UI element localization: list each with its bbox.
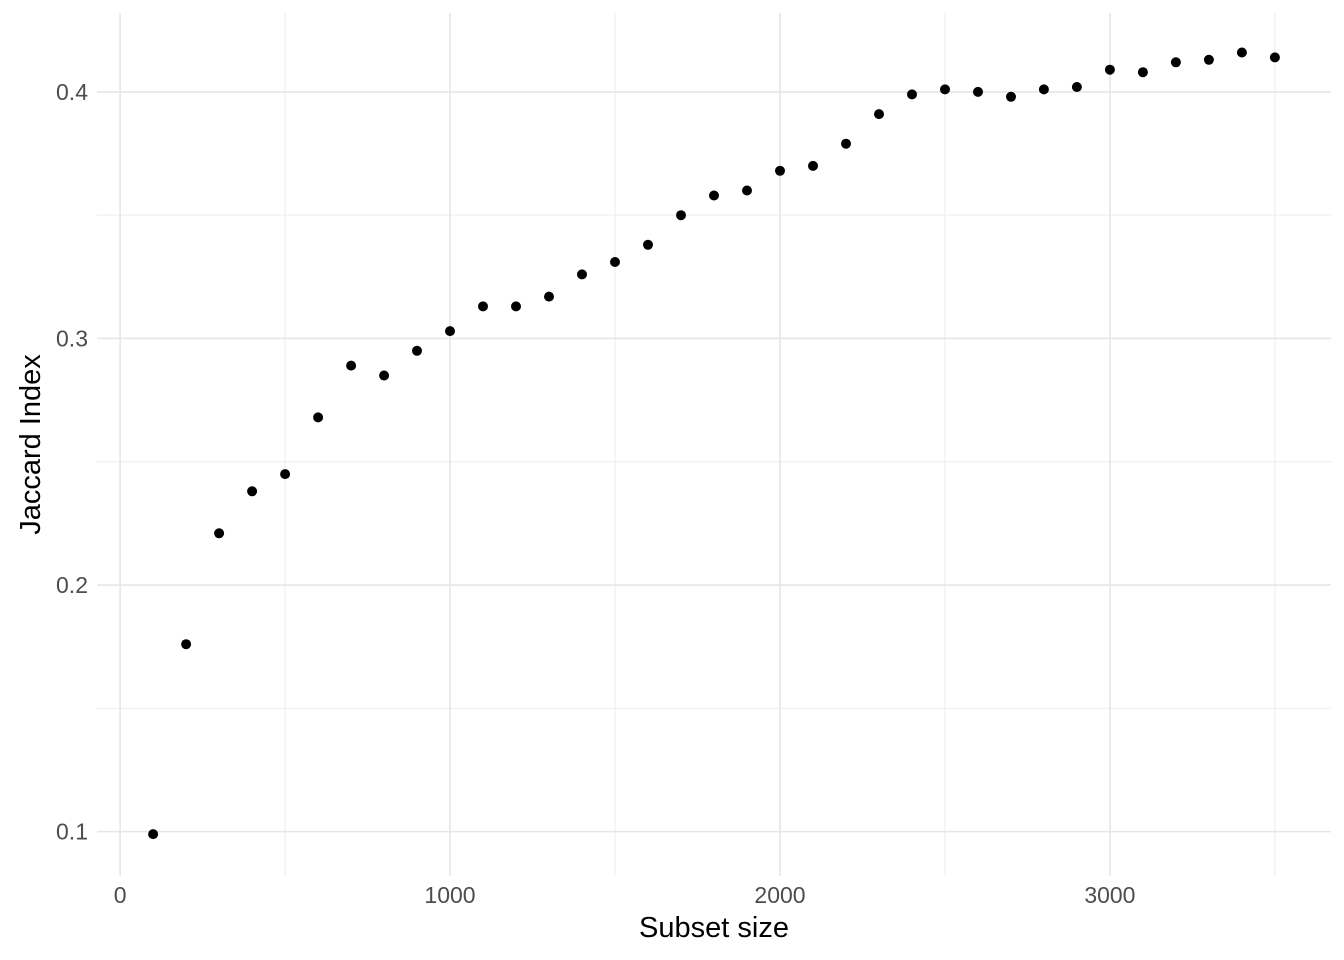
data-point — [511, 301, 521, 312]
data-point — [973, 86, 983, 97]
data-point — [907, 89, 917, 100]
data-point — [1269, 52, 1280, 63]
data-point — [148, 829, 159, 840]
data-point — [874, 109, 884, 120]
data-point — [775, 165, 785, 176]
data-point — [214, 528, 225, 539]
data-point — [742, 185, 752, 196]
x-tick-label: 0 — [114, 882, 127, 908]
data-point — [643, 239, 653, 250]
data-point — [445, 326, 455, 337]
data-point — [379, 370, 390, 381]
data-point — [841, 138, 851, 149]
data-point — [940, 84, 950, 95]
x-tick-label: 3000 — [1084, 882, 1135, 908]
y-tick-label: 0.1 — [56, 819, 88, 845]
data-point — [313, 412, 324, 423]
y-tick-label: 0.3 — [56, 326, 88, 352]
data-point — [808, 160, 818, 171]
data-point — [478, 301, 488, 312]
data-point — [1038, 84, 1049, 95]
data-point — [181, 639, 192, 650]
y-axis-title: Jaccard Index — [15, 354, 47, 535]
data-point — [544, 291, 554, 302]
y-tick-label: 0.4 — [56, 79, 88, 105]
x-axis-title: Subset size — [639, 912, 789, 944]
data-point — [676, 210, 686, 221]
x-tick-label: 1000 — [424, 882, 475, 908]
data-point — [1236, 47, 1247, 58]
y-tick-label: 0.2 — [56, 572, 88, 598]
x-tick-label: 2000 — [754, 882, 805, 908]
data-point — [1104, 64, 1115, 75]
data-point — [709, 190, 719, 201]
data-point — [1006, 91, 1016, 102]
data-point — [1137, 67, 1148, 78]
data-point — [1170, 57, 1181, 68]
data-point — [247, 486, 258, 497]
data-point — [1203, 54, 1214, 65]
data-point — [610, 257, 620, 267]
data-point — [1071, 82, 1082, 92]
data-point — [412, 345, 422, 356]
data-point — [346, 360, 357, 371]
data-point — [280, 469, 291, 480]
data-point — [577, 269, 587, 280]
